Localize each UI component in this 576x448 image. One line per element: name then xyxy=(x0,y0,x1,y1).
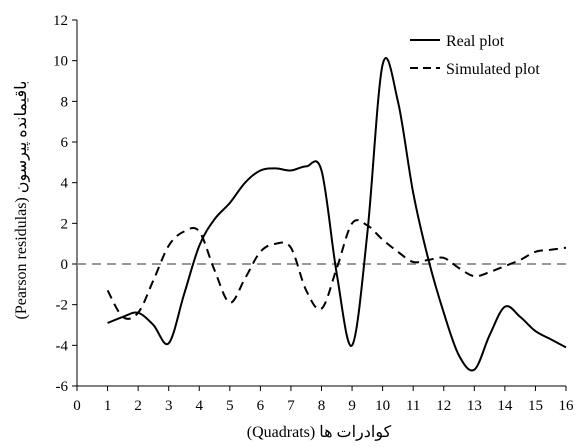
x-tick-label: 3 xyxy=(165,398,173,414)
y-tick-label: -4 xyxy=(56,338,69,354)
x-tick-label: 8 xyxy=(318,398,326,414)
x-tick-label: 0 xyxy=(73,398,81,414)
series-layer xyxy=(106,57,567,372)
x-tick-label: 12 xyxy=(436,398,451,414)
x-tick-label: 14 xyxy=(497,398,513,414)
x-tick-label: 6 xyxy=(257,398,265,414)
y-tick-label: -2 xyxy=(56,298,69,314)
x-tick-label: 5 xyxy=(226,398,234,414)
x-tick-label: 1 xyxy=(104,398,112,414)
y-tick-label: -6 xyxy=(56,379,69,395)
y-tick-label: 2 xyxy=(61,216,69,232)
legend-label-simulated: Simulated plot xyxy=(446,61,540,78)
series-line-simulated-plot xyxy=(106,219,567,320)
x-tick-label: 9 xyxy=(348,398,356,414)
series-line-real-plot xyxy=(107,57,567,372)
y-axis-title: باقیمانده پیرسون (Pearson residulas) xyxy=(13,81,30,320)
x-tick-label: 13 xyxy=(467,398,482,414)
x-tick-label: 15 xyxy=(528,398,543,414)
x-tick-label: 2 xyxy=(134,398,142,414)
legend: Real plot Simulated plot xyxy=(410,33,540,78)
x-tick-label: 4 xyxy=(196,398,204,414)
y-tick-label: 4 xyxy=(61,176,69,192)
x-axis-title: کوادرات ها (Quadrats) xyxy=(247,424,392,441)
y-axis-ticks: -6 -4 -2 0 2 4 6 8 10 12 xyxy=(53,13,77,395)
y-tick-label: 8 xyxy=(61,94,69,110)
legend-label-real: Real plot xyxy=(446,33,505,50)
y-tick-label: 12 xyxy=(53,13,68,29)
x-tick-label: 10 xyxy=(375,398,390,414)
y-tick-label: 10 xyxy=(53,54,68,70)
y-tick-label: 6 xyxy=(61,135,69,151)
x-axis-ticks: 0 1 2 3 4 5 6 7 8 9 10 11 12 13 14 15 16 xyxy=(73,386,574,414)
x-tick-label: 16 xyxy=(559,398,575,414)
x-tick-label: 7 xyxy=(287,398,295,414)
x-tick-label: 11 xyxy=(406,398,420,414)
y-tick-label: 0 xyxy=(61,257,69,273)
